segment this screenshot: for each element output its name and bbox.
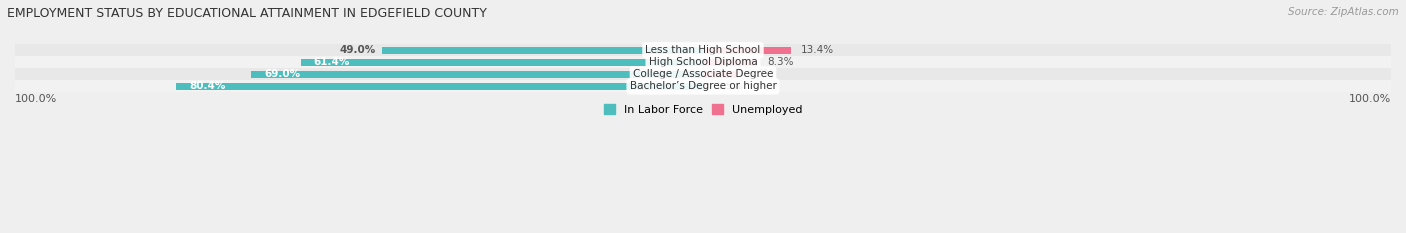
Bar	[0, 68, 1406, 80]
Text: High School Diploma: High School Diploma	[648, 57, 758, 67]
Bar	[703, 83, 706, 90]
Text: 49.0%: 49.0%	[339, 45, 375, 55]
Text: 69.0%: 69.0%	[264, 69, 299, 79]
Text: 100.0%: 100.0%	[15, 94, 58, 104]
Text: Bachelor’s Degree or higher: Bachelor’s Degree or higher	[630, 82, 776, 91]
Legend: In Labor Force, Unemployed: In Labor Force, Unemployed	[599, 100, 807, 120]
Text: 100.0%: 100.0%	[1348, 94, 1391, 104]
Text: 61.4%: 61.4%	[314, 57, 350, 67]
Text: 80.4%: 80.4%	[190, 82, 226, 91]
Text: EMPLOYMENT STATUS BY EDUCATIONAL ATTAINMENT IN EDGEFIELD COUNTY: EMPLOYMENT STATUS BY EDUCATIONAL ATTAINM…	[7, 7, 486, 20]
Bar	[250, 71, 703, 78]
Bar	[703, 47, 790, 54]
Text: 13.4%: 13.4%	[800, 45, 834, 55]
Bar	[301, 59, 703, 66]
Bar	[703, 59, 758, 66]
Text: College / Associate Degree: College / Associate Degree	[633, 69, 773, 79]
Bar	[0, 56, 1406, 68]
Text: 0.5%: 0.5%	[716, 82, 742, 91]
Bar	[382, 47, 703, 54]
Text: Less than High School: Less than High School	[645, 45, 761, 55]
Bar	[703, 71, 738, 78]
Bar	[0, 44, 1406, 56]
Bar	[0, 80, 1406, 93]
Bar	[176, 83, 703, 90]
Text: 5.3%: 5.3%	[748, 69, 775, 79]
Text: 8.3%: 8.3%	[768, 57, 794, 67]
Text: Source: ZipAtlas.com: Source: ZipAtlas.com	[1288, 7, 1399, 17]
